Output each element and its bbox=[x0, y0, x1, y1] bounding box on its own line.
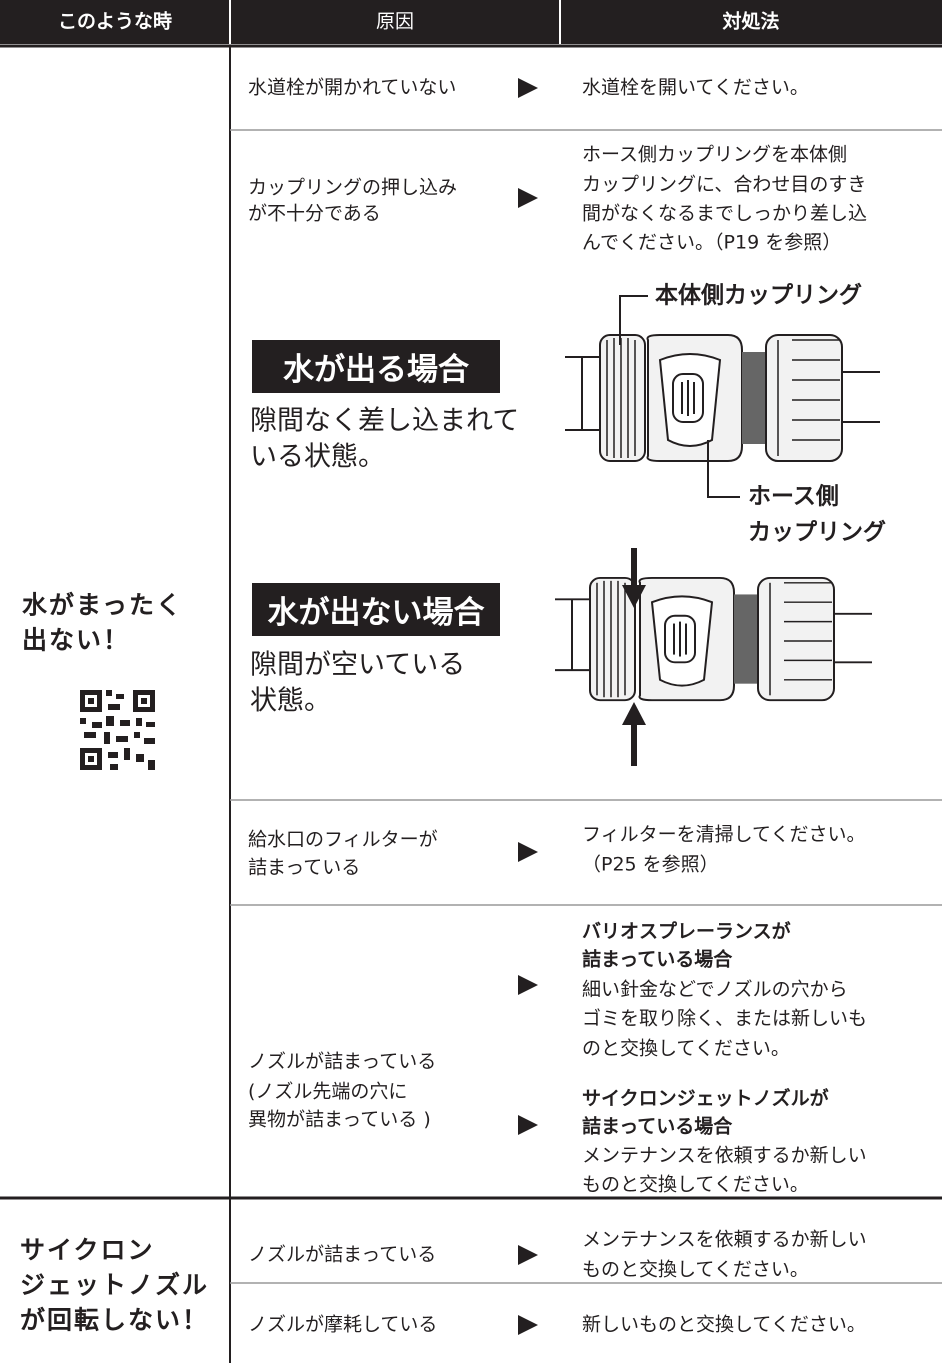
coupling-connected bbox=[564, 334, 881, 462]
remedy: フィルターを清掃してください。 bbox=[582, 823, 866, 846]
remedy: 細い針金などでノズルの穴から bbox=[582, 978, 848, 1001]
symptom: サイクロン bbox=[20, 1235, 155, 1265]
remedy-heading: バリオスプレーランスが bbox=[582, 920, 791, 943]
remedy-heading: 詰まっている場合 bbox=[582, 1115, 733, 1138]
coupling-gap bbox=[554, 576, 873, 702]
state-text: 隙間なく差し込まれて bbox=[250, 405, 520, 437]
cause: が不十分である bbox=[248, 202, 381, 225]
arrows bbox=[518, 78, 538, 1335]
symptom: が回転しない！ bbox=[20, 1305, 210, 1335]
remedy: （P25 を参照） bbox=[582, 853, 719, 876]
cause: ノズルが摩耗している bbox=[248, 1313, 438, 1336]
qr-code bbox=[80, 690, 155, 770]
header-cell: 原因 bbox=[375, 10, 415, 33]
remedy-heading: 詰まっている場合 bbox=[582, 948, 733, 971]
gap-arrows bbox=[622, 548, 646, 766]
cause: 詰まっている bbox=[248, 856, 361, 879]
state-text: 状態。 bbox=[250, 685, 331, 717]
callout-label: カップリング bbox=[748, 519, 886, 546]
symptom: ジェットノズル bbox=[20, 1270, 210, 1300]
callout-label: ホース側 bbox=[748, 483, 839, 510]
state-text: いる状態。 bbox=[250, 441, 385, 473]
remedy: ホース側カップリングを本体側 bbox=[582, 143, 848, 166]
remedy: のと交換してください。 bbox=[582, 1037, 790, 1060]
state-badge: 水が出ない場合 bbox=[252, 583, 500, 636]
symptom: 出ない！ bbox=[22, 625, 131, 655]
remedy: カップリングに、合わせ目のすき bbox=[582, 173, 867, 196]
remedy: 水道栓を開いてください。 bbox=[582, 76, 809, 99]
remedy: ものと交換してください。 bbox=[582, 1258, 809, 1281]
cause: ノズルが詰まっている bbox=[248, 1243, 437, 1266]
cause: カップリングの押し込み bbox=[248, 176, 458, 199]
remedy-heading: サイクロンジェットノズルが bbox=[582, 1087, 829, 1110]
state-text: 隙間が空いている bbox=[250, 649, 466, 681]
cause: (ノズル先端の穴に bbox=[248, 1080, 408, 1103]
cause: 水道栓が開かれていない bbox=[248, 76, 457, 99]
remedy: 新しいものと交換してください。 bbox=[582, 1313, 866, 1336]
cause: ノズルが詰まっている bbox=[248, 1050, 437, 1073]
callout-label: 本体側カップリング bbox=[655, 282, 862, 309]
remedy: んでください。（P19 を参照） bbox=[582, 231, 842, 254]
header-cell: 対処法 bbox=[722, 10, 780, 33]
symptom: 水がまったく bbox=[22, 590, 184, 620]
state-badge: 水が出る場合 bbox=[252, 340, 500, 393]
header-cell: このような時 bbox=[57, 10, 173, 33]
leader-lines bbox=[619, 295, 740, 498]
header-bg bbox=[0, 0, 942, 44]
remedy: ものと交換してください。 bbox=[582, 1173, 809, 1196]
remedy: メンテナンスを依頼するか新しい bbox=[582, 1144, 867, 1167]
remedy: 間がなくなるまでしっかり差し込 bbox=[582, 202, 868, 225]
cause: 給水口のフィルターが bbox=[248, 828, 438, 851]
remedy: メンテナンスを依頼するか新しい bbox=[582, 1228, 867, 1251]
remedy: ゴミを取り除く、または新しいも bbox=[582, 1007, 868, 1030]
cause: 異物が詰まっている ) bbox=[248, 1108, 431, 1131]
